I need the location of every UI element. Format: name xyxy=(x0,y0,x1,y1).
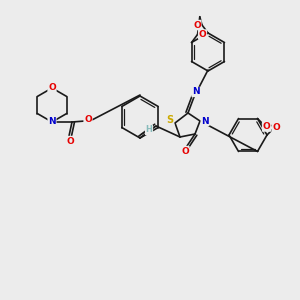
Text: O: O xyxy=(199,30,206,39)
Text: N: N xyxy=(192,88,200,97)
Text: N: N xyxy=(48,118,56,127)
Text: H: H xyxy=(146,125,152,134)
Text: S: S xyxy=(167,115,174,125)
Text: O: O xyxy=(48,83,56,92)
Text: O: O xyxy=(66,136,74,146)
Text: N: N xyxy=(201,116,209,125)
Text: O: O xyxy=(84,116,92,124)
Text: O: O xyxy=(193,20,201,29)
Text: O: O xyxy=(262,122,270,131)
Text: O: O xyxy=(181,146,189,155)
Text: O: O xyxy=(272,122,280,131)
